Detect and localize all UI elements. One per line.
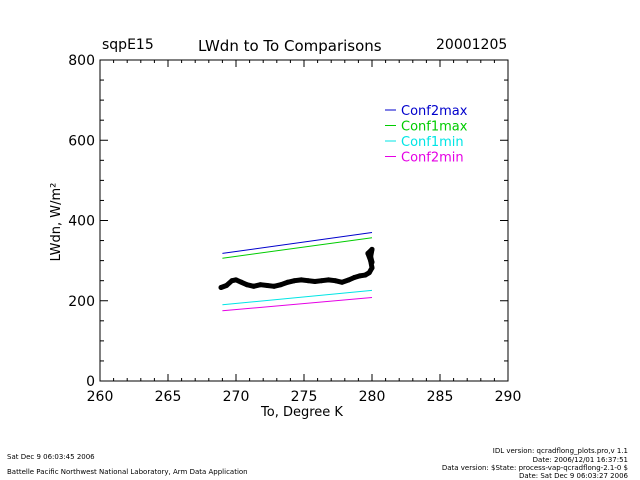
site-label: sqpE15 bbox=[102, 37, 154, 53]
observation-point bbox=[251, 283, 257, 289]
observation-point bbox=[298, 277, 304, 283]
observation-point bbox=[346, 277, 352, 283]
observation-point bbox=[362, 272, 368, 278]
observation-point bbox=[305, 278, 311, 284]
observation-point bbox=[285, 279, 291, 285]
axis-ticks bbox=[99, 59, 509, 382]
y-tick-label: 600 bbox=[68, 133, 95, 149]
observation-point bbox=[244, 282, 250, 288]
footer-idl-date: Date: 2006/12/01 16:37:51 bbox=[532, 456, 628, 464]
observation-point bbox=[357, 273, 363, 279]
chart-title: LWdn to To Comparisons bbox=[198, 37, 382, 55]
observation-point bbox=[257, 282, 263, 288]
observation-point bbox=[366, 270, 372, 276]
observation-point bbox=[291, 278, 297, 284]
x-tick-label: 270 bbox=[223, 389, 250, 405]
y-tick-label: 200 bbox=[68, 294, 95, 310]
tick-labels: 260 265 270 275 280 285 290 0 200 400 600 800 bbox=[68, 53, 521, 405]
observation-point bbox=[319, 278, 325, 284]
observation-point bbox=[229, 278, 235, 284]
footer-credit: Battelle Pacific Northwest National Labo… bbox=[7, 468, 248, 476]
observation-point bbox=[238, 279, 244, 285]
legend-label-conf1min: Conf1min bbox=[401, 135, 464, 150]
x-tick-label: 280 bbox=[359, 389, 386, 405]
x-tick-label: 265 bbox=[155, 389, 182, 405]
observation-point bbox=[218, 285, 224, 291]
y-tick-label: 800 bbox=[68, 53, 95, 69]
series-line-conf1max bbox=[222, 237, 373, 259]
observation-point bbox=[332, 278, 338, 284]
observation-point bbox=[264, 283, 270, 289]
footer-timestamp: Sat Dec 9 06:03:45 2006 bbox=[7, 453, 95, 461]
observation-point bbox=[271, 283, 277, 289]
observation-point bbox=[233, 277, 239, 283]
legend-label-conf1max: Conf1max bbox=[401, 120, 468, 135]
observation-point bbox=[339, 279, 345, 285]
series-line-conf2min bbox=[222, 297, 373, 312]
footer-data-date: Date: Sat Dec 9 06:03:27 2006 bbox=[519, 472, 628, 480]
y-axis-label: LWdn, W/m² bbox=[49, 183, 64, 262]
date-label: 20001205 bbox=[436, 37, 508, 53]
observation-point bbox=[278, 282, 284, 288]
observation-point bbox=[369, 246, 375, 252]
y-tick-label: 0 bbox=[86, 374, 95, 390]
x-axis-label: To, Degree K bbox=[260, 405, 343, 420]
footer-data-version: Data version: $State: process-vap-qcradf… bbox=[441, 464, 628, 472]
legend-label-conf2max: Conf2max bbox=[401, 104, 468, 119]
x-tick-label: 290 bbox=[495, 389, 522, 405]
observation-point bbox=[368, 254, 374, 260]
series-line-conf2max bbox=[222, 232, 373, 254]
observation-point bbox=[325, 277, 331, 283]
observation-point bbox=[369, 259, 375, 265]
footer-idl-version: IDL version: qcradflong_plots.pro,v 1.1 bbox=[492, 447, 628, 455]
y-tick-label: 400 bbox=[68, 214, 95, 230]
observation-point bbox=[351, 274, 357, 280]
observation-point bbox=[312, 278, 318, 284]
observations bbox=[218, 246, 375, 291]
x-tick-label: 260 bbox=[87, 389, 114, 405]
series-lines bbox=[222, 232, 373, 312]
x-tick-label: 275 bbox=[291, 389, 318, 405]
observation-point bbox=[369, 265, 375, 271]
observation-point bbox=[223, 283, 229, 289]
legend-label-conf2min: Conf2min bbox=[401, 151, 464, 166]
series-line-conf1min bbox=[222, 289, 373, 306]
x-tick-label: 285 bbox=[427, 389, 454, 405]
